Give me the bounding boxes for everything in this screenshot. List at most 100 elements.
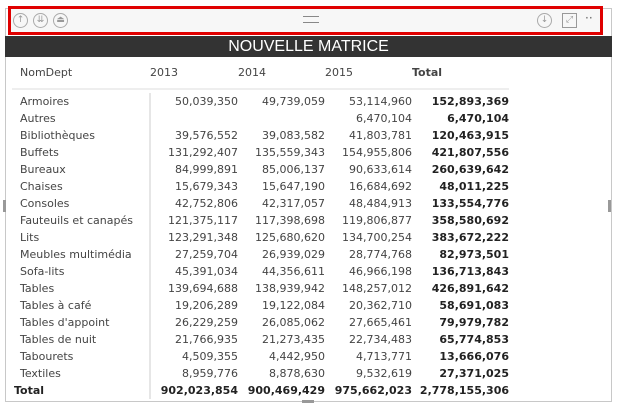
row-label: Consoles — [12, 195, 151, 212]
value-cell: 4,713,771 — [356, 350, 412, 363]
value-cell: 8,959,776 — [182, 367, 238, 380]
value-cell: 21,766,935 — [175, 333, 238, 346]
value-cell: 119,806,877 — [342, 214, 412, 227]
column-header[interactable]: 2013 — [150, 62, 238, 90]
row-label: Bureaux — [12, 161, 151, 178]
row-total-cell: 27,371,025 — [439, 367, 509, 380]
value-cell: 154,955,806 — [342, 146, 412, 159]
column-header[interactable]: NomDept — [12, 62, 150, 90]
value-cell: 4,509,355 — [182, 350, 238, 363]
value-cell: 41,803,781 — [349, 129, 412, 142]
expand-hierarchy-icon[interactable]: ⏏ — [53, 13, 68, 28]
total-row: Total 902,023,854 900,469,429 975,662,023 2,… — [12, 382, 509, 399]
more-options-icon[interactable]: ·· — [585, 11, 593, 25]
table-row: Fauteuils et canapés 121,375,117 117,398,6… — [12, 212, 509, 229]
row-total-cell: 82,973,501 — [439, 248, 509, 261]
drill-up-icon[interactable]: ↑ — [13, 13, 28, 28]
value-cell: 85,006,137 — [262, 163, 325, 176]
value-cell: 131,292,407 — [168, 146, 238, 159]
value-cell: 125,680,620 — [255, 231, 325, 244]
row-total-cell: 136,713,843 — [431, 265, 509, 278]
value-cell: 39,576,552 — [175, 129, 238, 142]
value-cell: 90,633,614 — [349, 163, 412, 176]
value-cell: 19,122,084 — [262, 299, 325, 312]
row-label: Tables de nuit — [12, 331, 151, 348]
value-cell: 26,939,029 — [262, 248, 325, 261]
row-label: Lits — [12, 229, 151, 246]
resize-handle-left[interactable] — [3, 200, 6, 212]
column-header[interactable]: 2014 — [238, 62, 325, 90]
row-total-cell: 6,470,104 — [447, 112, 509, 125]
value-cell: 42,752,806 — [175, 197, 238, 210]
value-cell: 139,694,688 — [168, 282, 238, 295]
column-header[interactable]: 2015 — [325, 62, 412, 90]
table-row: Tables 139,694,688 138,939,942 148,257,012 4… — [12, 280, 509, 297]
visual-header-toolbar: ↑ ⇊ ⏏ ↓ ⤢ ·· — [8, 6, 603, 35]
value-cell: 45,391,034 — [175, 265, 238, 278]
value-cell: 15,647,190 — [262, 180, 325, 193]
value-cell: 53,114,960 — [349, 95, 412, 108]
visual-title: NOUVELLE MATRICE — [5, 36, 612, 57]
value-cell: 39,083,582 — [262, 129, 325, 142]
drill-down-all-icon[interactable]: ⇊ — [33, 13, 48, 28]
drag-grip-icon[interactable] — [303, 16, 319, 23]
row-label: Meubles multimédia — [12, 246, 151, 263]
value-cell: 28,774,768 — [349, 248, 412, 261]
row-label: Bibliothèques — [12, 127, 151, 144]
value-cell: 44,356,611 — [262, 265, 325, 278]
value-cell: 117,398,698 — [255, 214, 325, 227]
table-row: Autres 6,470,104 6,470,104 — [12, 110, 509, 127]
row-total-cell: 58,691,083 — [439, 299, 509, 312]
table-row: Armoires 50,039,350 49,739,059 53,114,960 15… — [12, 93, 509, 110]
value-cell: 20,362,710 — [349, 299, 412, 312]
table-row: Buffets 131,292,407 135,559,343 154,955,806… — [12, 144, 509, 161]
value-cell: 4,442,950 — [269, 350, 325, 363]
resize-handle-bottom[interactable] — [302, 400, 314, 403]
focus-mode-icon[interactable]: ⤢ — [562, 13, 577, 28]
table-row: Meubles multimédia 27,259,704 26,939,029 28… — [12, 246, 509, 263]
row-label: Textiles — [12, 365, 151, 382]
row-total-cell: 421,807,556 — [431, 146, 509, 159]
value-cell: 121,375,117 — [168, 214, 238, 227]
column-header[interactable]: Total — [412, 62, 509, 90]
value-cell: 6,470,104 — [356, 112, 412, 125]
resize-handle-right[interactable] — [608, 200, 611, 212]
value-cell: 27,259,704 — [175, 248, 238, 261]
value-cell: 900,469,429 — [247, 384, 325, 397]
value-cell: 50,039,350 — [175, 95, 238, 108]
value-cell: 84,999,891 — [175, 163, 238, 176]
value-cell: 9,532,619 — [356, 367, 412, 380]
table-row: Tables de nuit 21,766,935 21,273,435 22,734… — [12, 331, 509, 348]
value-cell: 49,739,059 — [262, 95, 325, 108]
row-total-cell: 120,463,915 — [431, 129, 509, 142]
value-cell: 8,878,630 — [269, 367, 325, 380]
value-cell: 48,484,913 — [349, 197, 412, 210]
value-cell: 902,023,854 — [160, 384, 238, 397]
value-cell: 42,317,057 — [262, 197, 325, 210]
table-row: Textiles 8,959,776 8,878,630 9,532,619 27,37… — [12, 365, 509, 382]
value-cell: 16,684,692 — [349, 180, 412, 193]
row-total-cell: 426,891,642 — [431, 282, 509, 295]
row-total-cell: 383,672,222 — [431, 231, 509, 244]
value-cell: 27,665,461 — [349, 316, 412, 329]
header-row: NomDept 2013 2014 2015 Total — [12, 62, 509, 90]
row-total-cell: 358,580,692 — [431, 214, 509, 227]
value-cell: 26,085,062 — [262, 316, 325, 329]
row-total-cell: 79,979,782 — [439, 316, 509, 329]
value-cell — [150, 110, 238, 127]
row-label: Total — [12, 382, 151, 399]
table-row: Tabourets 4,509,355 4,442,950 4,713,771 13,6… — [12, 348, 509, 365]
table-row: Bibliothèques 39,576,552 39,083,582 41,803,… — [12, 127, 509, 144]
row-label: Tabourets — [12, 348, 151, 365]
value-cell — [238, 110, 325, 127]
value-cell: 134,700,254 — [342, 231, 412, 244]
value-cell: 975,662,023 — [334, 384, 412, 397]
value-cell: 148,257,012 — [342, 282, 412, 295]
drill-mode-icon[interactable]: ↓ — [537, 13, 552, 28]
row-total-cell: 65,774,853 — [439, 333, 509, 346]
row-total-cell: 2,778,155,306 — [419, 384, 509, 397]
value-cell: 21,273,435 — [262, 333, 325, 346]
row-total-cell: 48,011,225 — [439, 180, 509, 193]
table-row: Consoles 42,752,806 42,317,057 48,484,913 13… — [12, 195, 509, 212]
table-row: Tables à café 19,206,289 19,122,084 20,362,… — [12, 297, 509, 314]
